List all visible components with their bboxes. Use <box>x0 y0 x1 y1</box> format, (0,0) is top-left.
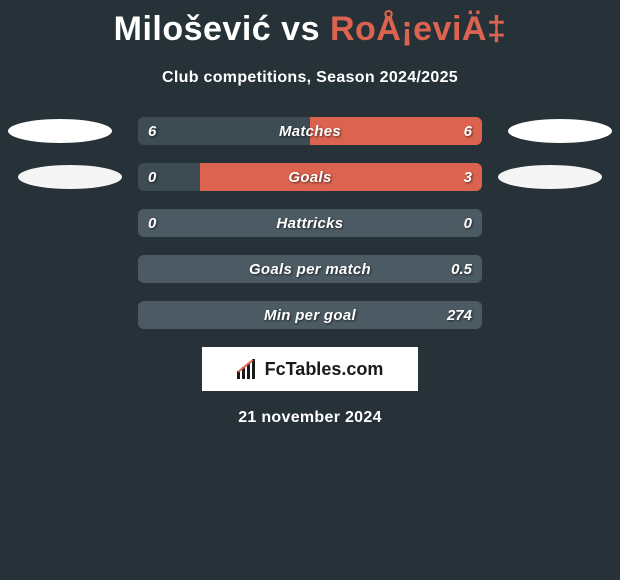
stat-row: 03Goals <box>0 163 620 191</box>
ellipse-left-icon <box>18 165 122 189</box>
stat-label: Goals <box>138 163 482 191</box>
stat-bar: 03Goals <box>138 163 482 191</box>
stat-label: Goals per match <box>138 255 482 283</box>
stat-row: 66Matches <box>0 117 620 145</box>
ellipse-right-icon <box>508 119 612 143</box>
stat-row: 00Hattricks <box>0 209 620 237</box>
brand-logo[interactable]: FcTables.com <box>202 347 418 391</box>
ellipse-right-icon <box>498 165 602 189</box>
player2-name: RoÅ¡eviÄ‡ <box>330 10 506 48</box>
stat-bar: 0.5Goals per match <box>138 255 482 283</box>
stat-rows: 66Matches 03Goals 00Hattricks 0.5Goals per … <box>0 117 620 329</box>
date-label: 21 november 2024 <box>0 409 620 427</box>
stat-label: Min per goal <box>138 301 482 329</box>
vs-separator: vs <box>281 10 320 48</box>
ellipse-left-icon <box>8 119 112 143</box>
stat-label: Hattricks <box>138 209 482 237</box>
stat-label: Matches <box>138 117 482 145</box>
stat-row: 274Min per goal <box>0 301 620 329</box>
stat-bar: 274Min per goal <box>138 301 482 329</box>
chart-icon <box>237 359 259 379</box>
brand-text: FcTables.com <box>265 359 384 380</box>
comparison-title: Milošević vs RoÅ¡eviÄ‡ <box>0 0 620 49</box>
player1-name: Milošević <box>114 10 272 48</box>
stat-bar: 66Matches <box>138 117 482 145</box>
stat-bar: 00Hattricks <box>138 209 482 237</box>
stat-row: 0.5Goals per match <box>0 255 620 283</box>
subtitle: Club competitions, Season 2024/2025 <box>0 69 620 87</box>
